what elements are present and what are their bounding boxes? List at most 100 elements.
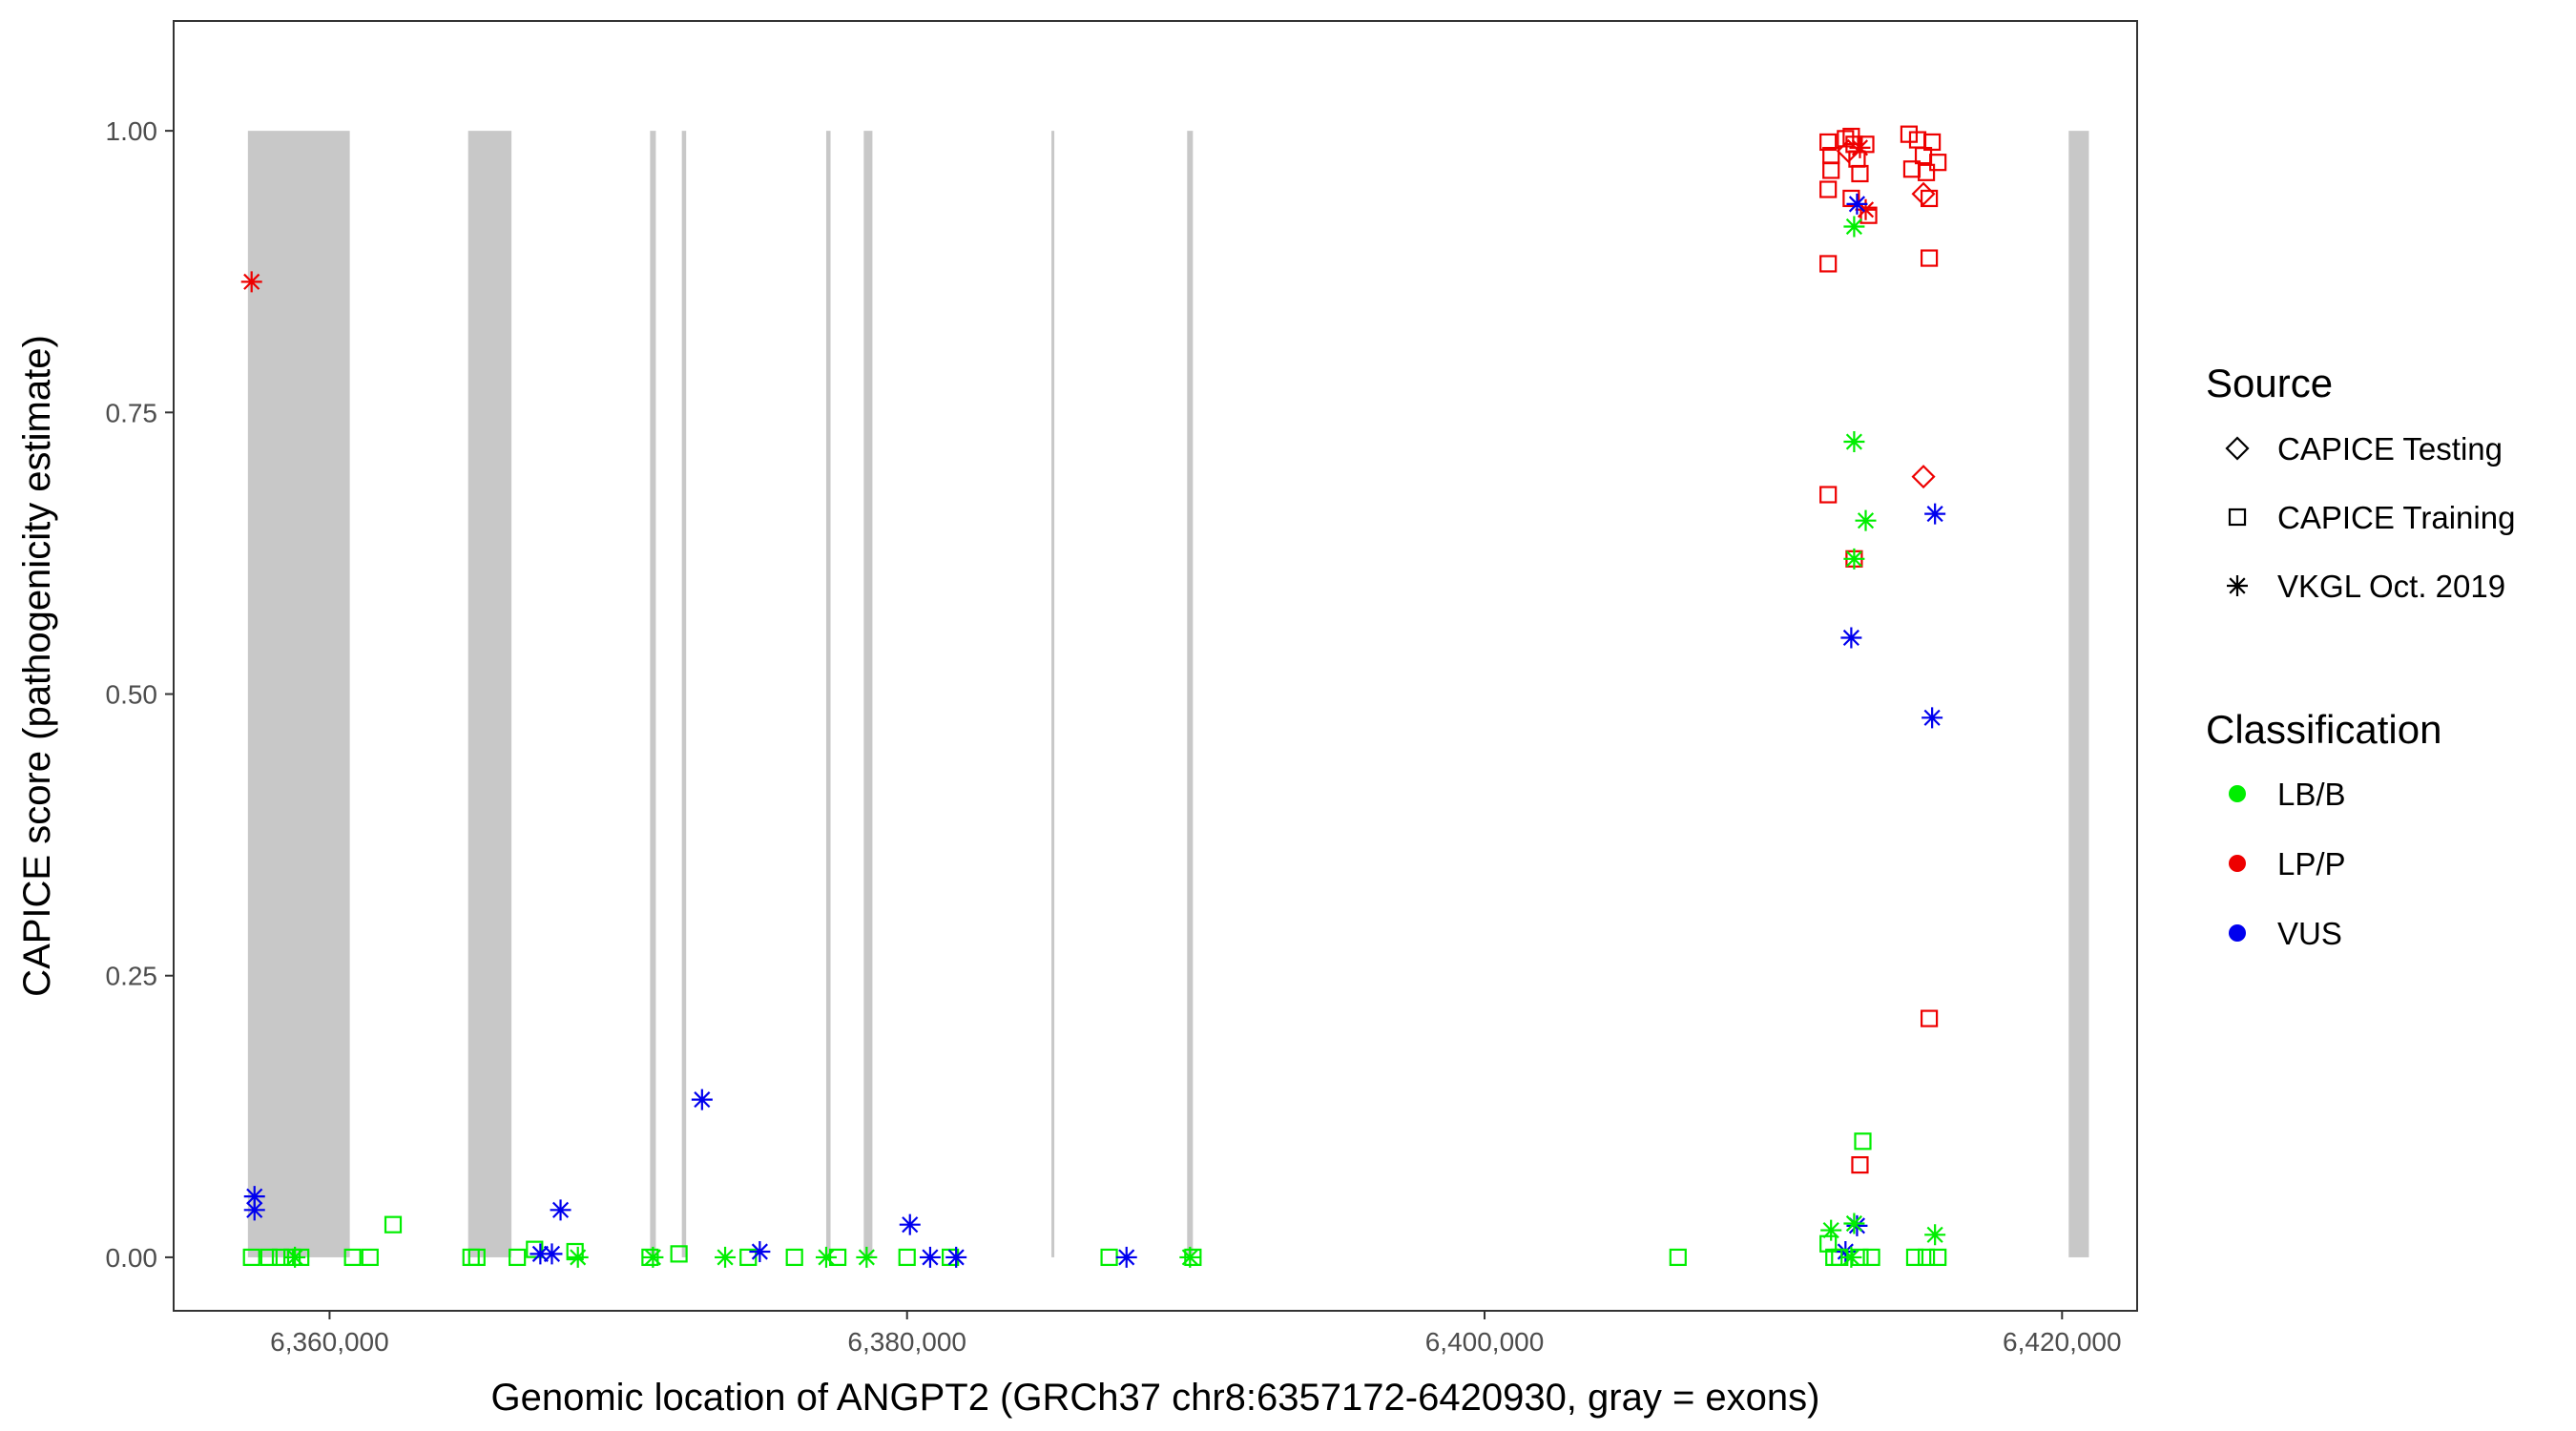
- data-point: [260, 1248, 278, 1267]
- legend-key-square: [2228, 508, 2247, 527]
- data-point: [530, 1243, 551, 1265]
- data-point: [1843, 216, 1865, 238]
- data-point: [550, 1199, 571, 1221]
- y-axis-title: CAPICE score (pathogenicity estimate): [16, 335, 58, 997]
- data-point: [1922, 707, 1943, 729]
- legend-classification-entries: LB/B LP/P VUS: [2229, 777, 2346, 951]
- y-tick-label: 0.50: [106, 680, 158, 710]
- exon-band: [650, 131, 656, 1257]
- exon-band: [2068, 131, 2089, 1257]
- data-point: [1819, 133, 1838, 152]
- legend-key-diamond: [2225, 436, 2250, 461]
- data-point: [1929, 154, 1947, 172]
- legend: Source CAPICE Testing CAPICE Training VKGL…: [2206, 361, 2515, 951]
- data-point: [1920, 1009, 1939, 1027]
- exon-band: [681, 131, 687, 1257]
- data-point: [526, 1240, 544, 1258]
- data-point: [243, 1199, 265, 1221]
- data-point: [1819, 1234, 1838, 1253]
- y-tick-label: 1.00: [106, 116, 158, 146]
- data-point: [1819, 180, 1838, 198]
- data-point: [1924, 503, 1946, 525]
- data-point: [567, 1246, 589, 1268]
- x-axis: 6,360,000 6,380,000 6,400,000 6,420,000: [270, 1311, 2122, 1357]
- legend-label-source: VKGL Oct. 2019: [2277, 569, 2505, 604]
- data-point: [1840, 627, 1862, 649]
- data-point: [1846, 193, 1868, 215]
- exon-bands: [247, 131, 2089, 1257]
- data-point: [1851, 1155, 1869, 1174]
- x-tick-label: 6,380,000: [847, 1327, 966, 1357]
- data-point: [1851, 1248, 1869, 1267]
- data-point: [1851, 164, 1869, 183]
- data-point: [1905, 1248, 1924, 1267]
- data-point: [509, 1248, 527, 1267]
- data-point: [1843, 1213, 1865, 1234]
- legend-title-classification: Classification: [2206, 707, 2441, 752]
- data-point: [1819, 255, 1838, 273]
- data-point: [898, 1248, 916, 1267]
- data-point: [1822, 161, 1840, 179]
- data-point: [1843, 431, 1865, 453]
- data-point: [1924, 1224, 1946, 1246]
- data-point: [384, 1215, 403, 1234]
- data-point: [899, 1213, 921, 1235]
- data-point: [1184, 1248, 1202, 1267]
- y-tick-label: 0.75: [106, 398, 158, 427]
- data-points: [240, 125, 1947, 1268]
- data-point: [1820, 1219, 1842, 1241]
- data-point: [1115, 1246, 1137, 1268]
- data-point: [1920, 249, 1939, 267]
- data-point: [691, 1089, 713, 1110]
- data-point: [243, 1186, 265, 1208]
- x-axis-title: Genomic location of ANGPT2 (GRCh37 chr8:…: [490, 1377, 1819, 1419]
- data-point: [284, 1246, 306, 1268]
- data-point: [828, 1248, 847, 1267]
- data-point: [1862, 1248, 1880, 1267]
- data-point: [1843, 548, 1865, 570]
- legend-source-entries: CAPICE Testing CAPICE Training VKGL Oct. 2…: [2225, 431, 2515, 604]
- x-tick-label: 6,400,000: [1425, 1327, 1545, 1357]
- data-point: [856, 1246, 878, 1268]
- x-tick-label: 6,420,000: [2003, 1327, 2122, 1357]
- data-point: [670, 1245, 688, 1263]
- y-tick-label: 0.00: [106, 1243, 158, 1273]
- data-point: [1669, 1248, 1687, 1267]
- data-point: [642, 1246, 664, 1268]
- data-point: [1842, 189, 1860, 208]
- legend-label-classification: LB/B: [2277, 777, 2346, 812]
- data-point: [715, 1246, 737, 1268]
- exon-band: [825, 131, 831, 1257]
- data-point: [1179, 1246, 1201, 1268]
- data-point: [945, 1246, 967, 1268]
- legend-key-dot: [2229, 924, 2246, 942]
- data-point: [242, 1248, 260, 1267]
- data-point: [815, 1246, 837, 1268]
- data-point: [240, 271, 262, 293]
- data-point: [1849, 136, 1871, 158]
- data-point: [739, 1248, 758, 1267]
- data-point: [1819, 486, 1838, 504]
- data-point: [1911, 465, 1936, 489]
- legend-key-asterisk: [2227, 575, 2248, 596]
- data-point: [343, 1248, 362, 1267]
- data-point: [1917, 163, 1936, 181]
- data-point: [1857, 135, 1875, 154]
- legend-label-classification: VUS: [2277, 916, 2342, 951]
- data-point: [1917, 1248, 1936, 1267]
- legend-title-source: Source: [2206, 361, 2333, 405]
- data-point: [919, 1246, 941, 1268]
- data-point: [361, 1248, 379, 1267]
- x-tick-label: 6,360,000: [270, 1327, 389, 1357]
- plot-panel-border: [173, 20, 2138, 1312]
- legend-key-dot: [2229, 785, 2246, 802]
- exon-band: [1187, 131, 1194, 1257]
- data-point: [1855, 198, 1877, 220]
- legend-label-source: CAPICE Training: [2277, 500, 2515, 535]
- data-point: [749, 1241, 771, 1263]
- exon-band: [467, 131, 512, 1257]
- data-point: [467, 1248, 486, 1267]
- data-point: [1929, 1248, 1947, 1267]
- y-axis: 0.00 0.25 0.50 0.75 1.00: [106, 116, 174, 1273]
